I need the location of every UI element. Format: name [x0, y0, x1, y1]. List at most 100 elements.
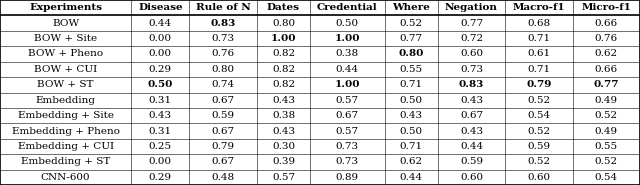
- Text: 0.52: 0.52: [595, 111, 618, 120]
- Text: 0.55: 0.55: [399, 65, 423, 74]
- Text: 0.29: 0.29: [148, 173, 172, 182]
- Text: 0.89: 0.89: [336, 173, 359, 182]
- Text: 0.68: 0.68: [527, 19, 550, 28]
- Text: 0.73: 0.73: [336, 142, 359, 151]
- Text: Disease: Disease: [138, 3, 182, 12]
- Text: Embedding + Pheno: Embedding + Pheno: [12, 127, 120, 136]
- Text: 0.43: 0.43: [272, 96, 295, 105]
- Text: 0.67: 0.67: [212, 157, 235, 166]
- Text: 0.61: 0.61: [527, 49, 550, 58]
- Text: 0.74: 0.74: [212, 80, 235, 89]
- Text: Embedding + Site: Embedding + Site: [18, 111, 114, 120]
- Text: 0.49: 0.49: [595, 96, 618, 105]
- Text: 0.50: 0.50: [148, 80, 173, 89]
- Text: 0.00: 0.00: [148, 49, 172, 58]
- Text: 0.76: 0.76: [212, 49, 235, 58]
- Text: 0.29: 0.29: [148, 65, 172, 74]
- Text: Dates: Dates: [267, 3, 300, 12]
- Text: 0.72: 0.72: [460, 34, 483, 43]
- Text: 0.50: 0.50: [336, 19, 359, 28]
- Text: 0.71: 0.71: [399, 80, 423, 89]
- Text: 0.79: 0.79: [212, 142, 235, 151]
- Text: 0.57: 0.57: [272, 173, 295, 182]
- Text: Negation: Negation: [445, 3, 498, 12]
- Text: 0.50: 0.50: [399, 96, 423, 105]
- Text: 0.43: 0.43: [272, 127, 295, 136]
- Text: 0.00: 0.00: [148, 34, 172, 43]
- Text: 0.39: 0.39: [272, 157, 295, 166]
- Text: Where: Where: [392, 3, 430, 12]
- Text: 1.00: 1.00: [271, 34, 296, 43]
- Text: 0.67: 0.67: [212, 96, 235, 105]
- Text: 0.52: 0.52: [399, 19, 423, 28]
- Text: 0.55: 0.55: [595, 142, 618, 151]
- Text: Embedding + ST: Embedding + ST: [21, 157, 110, 166]
- Text: 0.77: 0.77: [399, 34, 423, 43]
- Text: Embedding + CUI: Embedding + CUI: [17, 142, 114, 151]
- Text: 0.73: 0.73: [212, 34, 235, 43]
- Text: 0.60: 0.60: [460, 49, 483, 58]
- Text: 0.80: 0.80: [272, 19, 295, 28]
- Text: 0.73: 0.73: [336, 157, 359, 166]
- Text: 0.44: 0.44: [460, 142, 483, 151]
- Text: 0.67: 0.67: [460, 111, 483, 120]
- Text: 0.80: 0.80: [212, 65, 235, 74]
- Text: 0.73: 0.73: [460, 65, 483, 74]
- Text: 0.43: 0.43: [399, 111, 423, 120]
- Text: Experiments: Experiments: [29, 3, 102, 12]
- Text: 0.52: 0.52: [595, 157, 618, 166]
- Text: BOW + Site: BOW + Site: [34, 34, 97, 43]
- Text: 0.60: 0.60: [527, 173, 550, 182]
- Text: 0.59: 0.59: [460, 157, 483, 166]
- Text: 0.66: 0.66: [595, 65, 618, 74]
- Text: BOW: BOW: [52, 19, 79, 28]
- Text: 0.00: 0.00: [148, 157, 172, 166]
- Text: 0.38: 0.38: [336, 49, 359, 58]
- Text: 0.77: 0.77: [593, 80, 619, 89]
- Text: Embedding: Embedding: [36, 96, 95, 105]
- Text: 0.52: 0.52: [527, 127, 550, 136]
- Text: 0.25: 0.25: [148, 142, 172, 151]
- Text: 0.77: 0.77: [460, 19, 483, 28]
- Text: 0.82: 0.82: [272, 80, 295, 89]
- Text: 0.43: 0.43: [460, 96, 483, 105]
- Text: 0.66: 0.66: [595, 19, 618, 28]
- Text: 0.80: 0.80: [399, 49, 424, 58]
- Text: 0.44: 0.44: [148, 19, 172, 28]
- Text: Macro-f1: Macro-f1: [513, 3, 565, 12]
- Text: 0.59: 0.59: [212, 111, 235, 120]
- Text: BOW + CUI: BOW + CUI: [34, 65, 97, 74]
- Text: 0.62: 0.62: [595, 49, 618, 58]
- Text: 0.67: 0.67: [336, 111, 359, 120]
- Text: BOW + Pheno: BOW + Pheno: [28, 49, 103, 58]
- Text: 1.00: 1.00: [335, 34, 360, 43]
- Text: BOW + ST: BOW + ST: [37, 80, 94, 89]
- Text: 0.50: 0.50: [399, 127, 423, 136]
- Text: 0.60: 0.60: [460, 173, 483, 182]
- Text: 0.57: 0.57: [336, 127, 359, 136]
- Text: 0.43: 0.43: [148, 111, 172, 120]
- Text: 0.49: 0.49: [595, 127, 618, 136]
- Text: Rule of N: Rule of N: [196, 3, 250, 12]
- Text: Credential: Credential: [317, 3, 378, 12]
- Text: 0.71: 0.71: [527, 65, 550, 74]
- Text: 0.52: 0.52: [527, 96, 550, 105]
- Text: 0.38: 0.38: [272, 111, 295, 120]
- Text: 0.59: 0.59: [527, 142, 550, 151]
- Text: 0.67: 0.67: [212, 127, 235, 136]
- Text: Micro-f1: Micro-f1: [581, 3, 631, 12]
- Text: 0.71: 0.71: [399, 142, 423, 151]
- Text: 0.31: 0.31: [148, 127, 172, 136]
- Text: CNN-600: CNN-600: [41, 173, 90, 182]
- Text: 0.44: 0.44: [336, 65, 359, 74]
- Text: 0.71: 0.71: [527, 34, 550, 43]
- Text: 0.83: 0.83: [459, 80, 484, 89]
- Text: 0.57: 0.57: [336, 96, 359, 105]
- Text: 0.30: 0.30: [272, 142, 295, 151]
- Text: 0.83: 0.83: [211, 19, 236, 28]
- Text: 0.48: 0.48: [212, 173, 235, 182]
- Text: 0.54: 0.54: [595, 173, 618, 182]
- Text: 0.52: 0.52: [527, 157, 550, 166]
- Text: 0.62: 0.62: [399, 157, 423, 166]
- Text: 0.79: 0.79: [526, 80, 552, 89]
